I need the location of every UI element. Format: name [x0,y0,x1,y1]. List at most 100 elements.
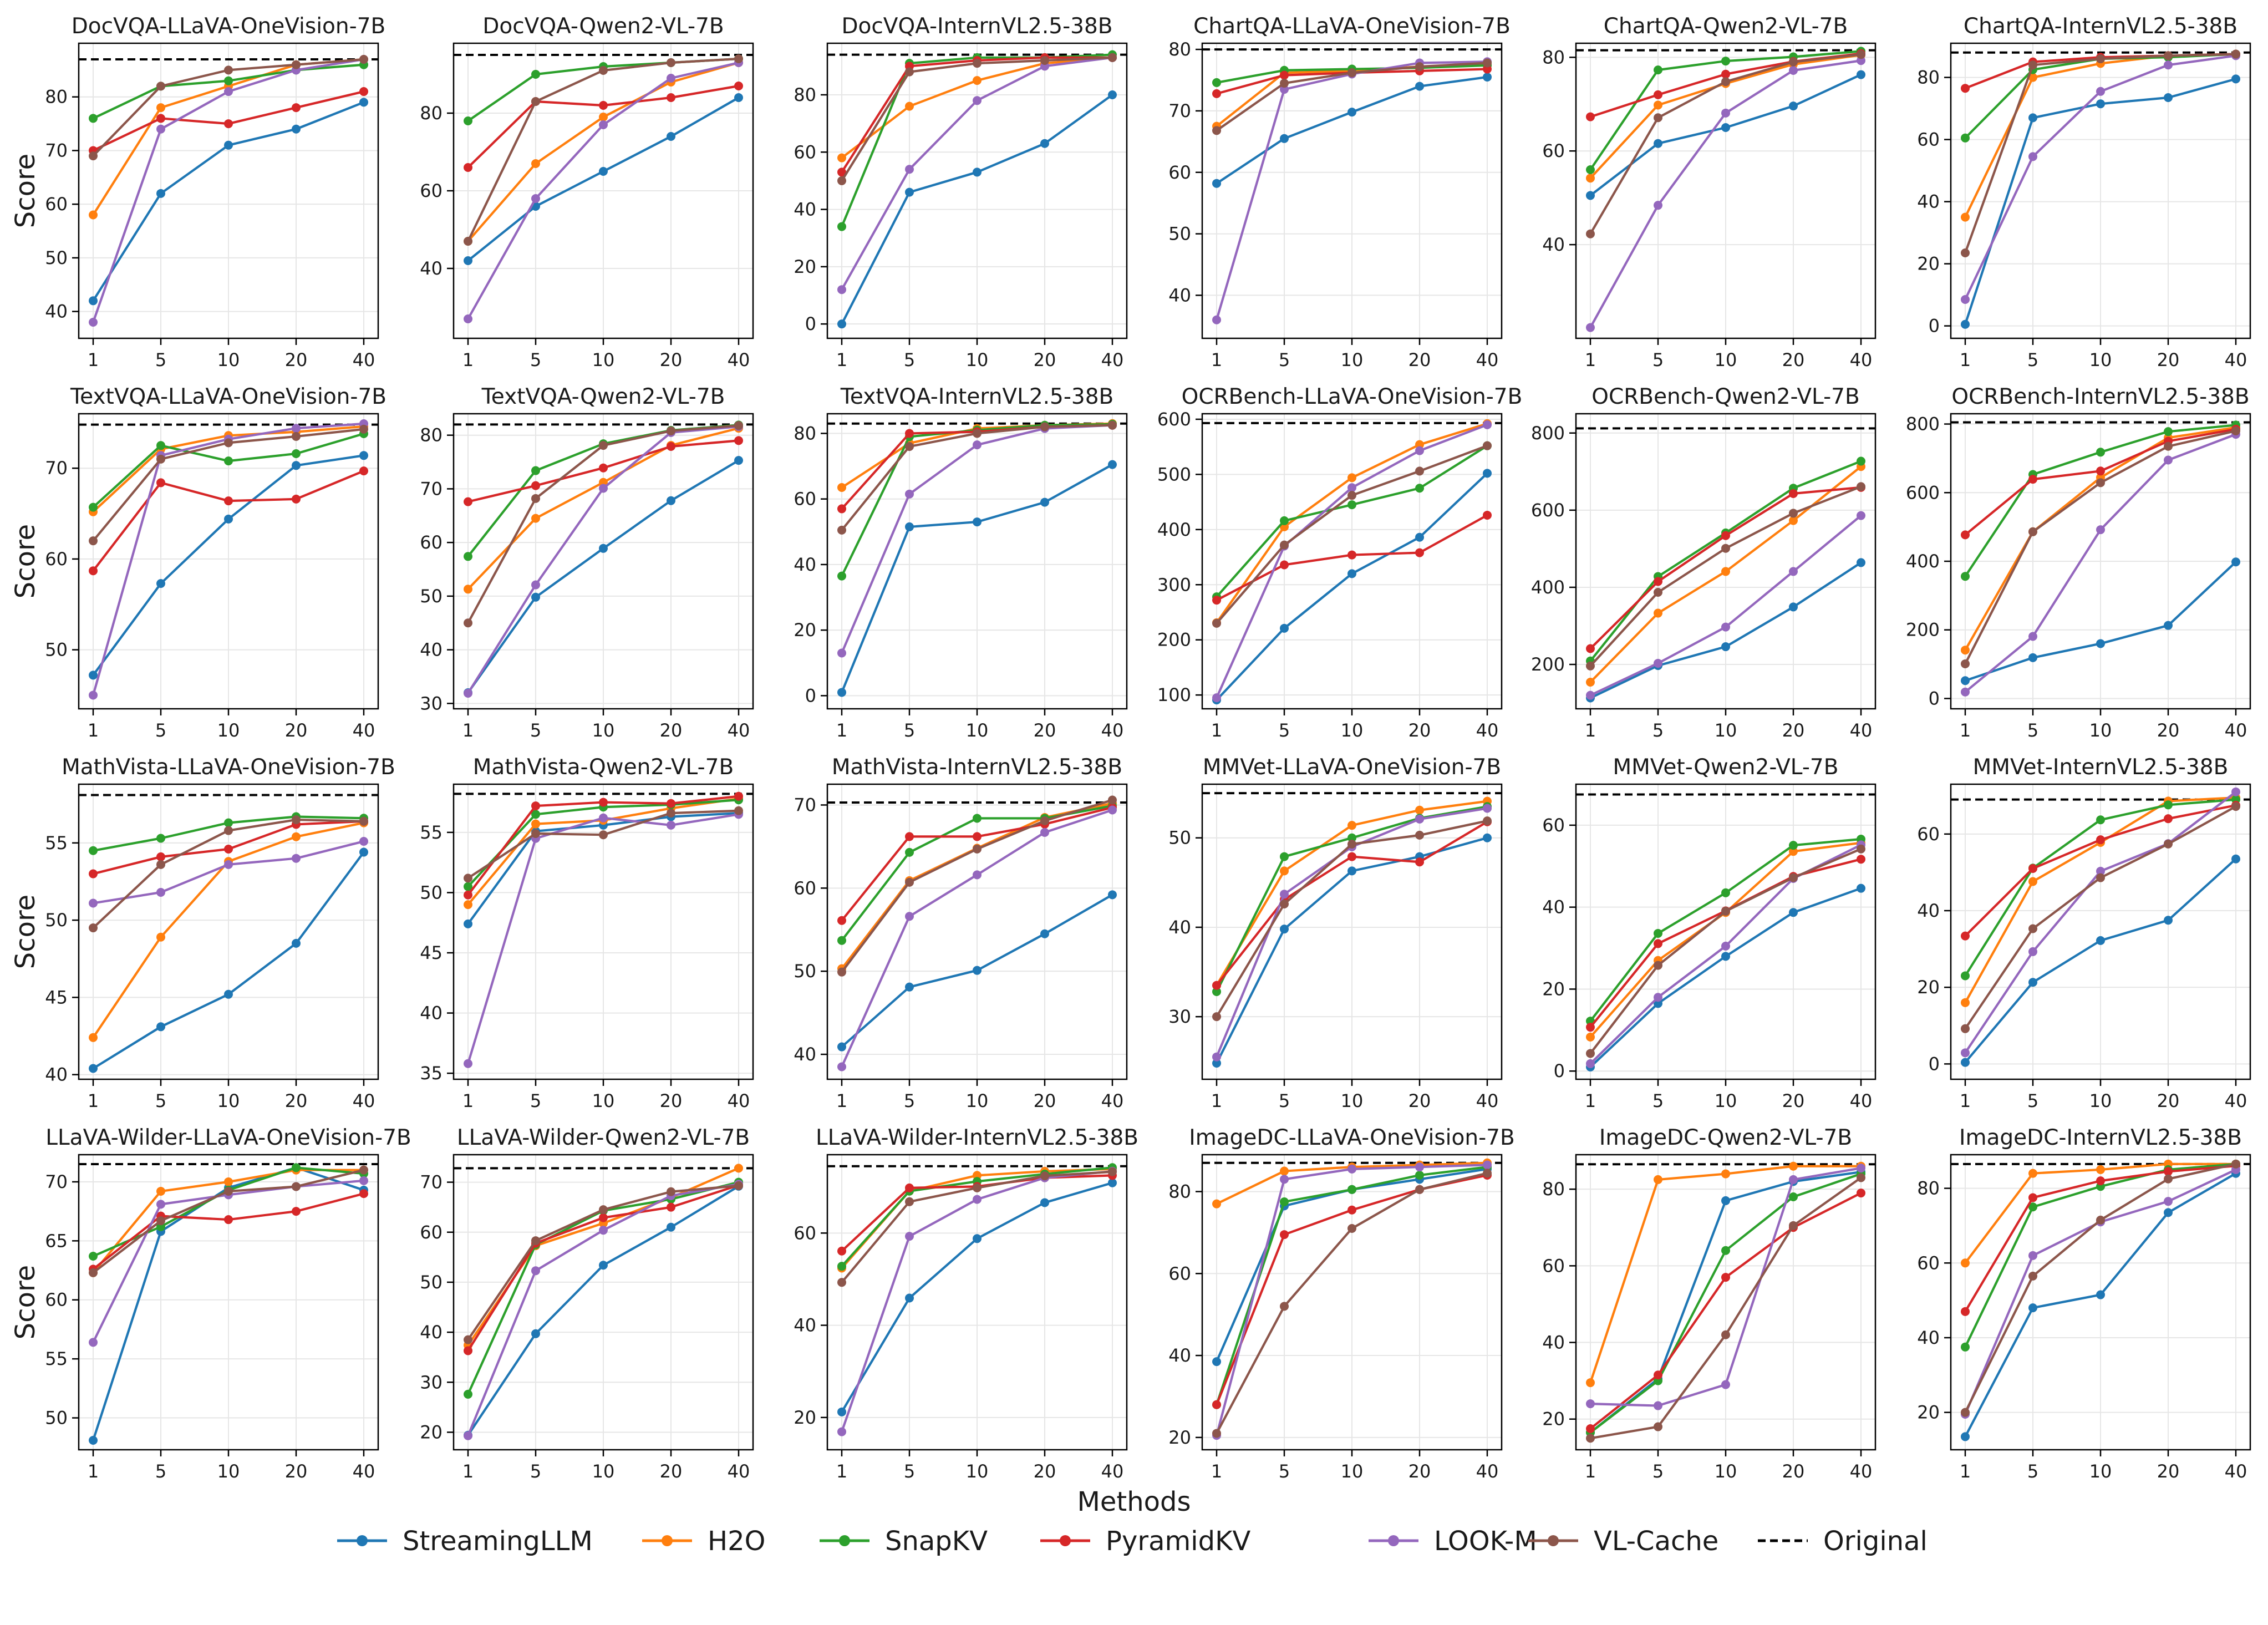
data-point [1280,560,1289,570]
subplot-title: LLaVA-Wilder-InternVL2.5-38B [816,1125,1138,1150]
data-point [1961,295,1970,304]
data-point [1040,139,1049,148]
data-point [156,454,165,464]
data-point [599,120,608,129]
x-tick-label: 20 [2157,1461,2180,1482]
y-tick-label: 80 [1542,47,1565,68]
y-tick-label: 40 [420,1322,443,1343]
data-point [1721,1330,1730,1339]
data-point [464,882,472,891]
subplot: 1 5 10 20 40 40 50 60 70 MathVista-InternVL2.5-38… [794,755,1128,1111]
data-point [667,442,675,451]
data-point [1212,126,1221,135]
data-point [359,1176,368,1185]
legend-label: LOOK-M [1434,1526,1537,1557]
data-point [224,818,233,827]
series-vl-cache [1961,49,2240,257]
data-point [464,163,472,172]
data-point [905,1232,914,1241]
data-point [837,936,846,945]
x-tick-label: 20 [1782,349,1805,370]
y-tick-label: 300 [1157,574,1191,595]
data-point [1212,315,1221,324]
data-point [1212,618,1221,628]
data-point [531,1329,540,1338]
y-tick-label: 40 [420,639,443,661]
data-point [734,421,743,430]
legend-items: StreamingLLM H2O SnapKV PyramidKV LOOK-M VL-C… [337,1526,1928,1557]
data-point [2028,73,2037,82]
series-vl-cache [837,795,1117,977]
grid [827,43,1127,338]
data-point [1961,530,1970,540]
data-point [1654,928,1662,938]
data-point [2028,60,2037,70]
data-point [1789,1161,1798,1171]
data-point [2164,621,2173,630]
grid [1576,414,1875,709]
y-tick-label: 40 [794,199,816,220]
data-point [1347,108,1356,117]
data-point [1347,1164,1356,1174]
data-point [2164,51,2173,60]
y-tick-label: 70 [45,458,68,479]
data-point [1721,1273,1730,1282]
data-point [156,114,165,123]
data-point [2096,1165,2105,1174]
subplot-title: MMVet-LLaVA-OneVision-7B [1203,755,1501,780]
data-point [905,101,914,111]
data-point [156,887,165,897]
subplot-title: TextVQA-InternVL2.5-38B [840,384,1114,409]
legend-marker [1388,1535,1399,1546]
data-point [1961,248,1970,257]
data-point [2164,441,2173,451]
data-point [292,124,301,134]
subplot-title: OCRBench-LLaVA-OneVision-7B [1182,384,1523,409]
x-tick-label: 10 [1341,349,1364,370]
data-point [905,67,914,77]
data-point [1415,62,1424,72]
x-tick-label: 10 [2089,1461,2112,1482]
data-point [1040,929,1049,938]
data-point [734,82,743,90]
data-point [1212,981,1221,990]
y-tick-label: 40 [420,258,443,279]
data-point [1721,1196,1730,1205]
data-point [2164,916,2173,925]
y-axis-label: Score [10,524,41,598]
data-point [1108,805,1117,815]
data-point [1347,1224,1356,1233]
x-tick-label: 40 [1101,1461,1124,1482]
x-tick-label: 10 [1715,720,1737,741]
data-point [2028,978,2037,987]
data-point [1347,483,1356,492]
y-tick-label: 30 [420,693,443,714]
data-point [1483,64,1492,74]
x-tick-label: 5 [155,1090,166,1111]
data-point [2096,99,2105,109]
data-point [2231,854,2240,864]
data-point [1212,1058,1221,1068]
data-point [224,1215,233,1225]
series-snapkv [89,429,368,512]
data-point [1789,101,1798,111]
data-point [2096,639,2105,648]
data-point [1347,550,1356,560]
data-point [464,552,472,561]
data-point [837,688,846,697]
data-point [837,483,846,492]
series-look-m [837,53,1117,294]
series-vl-cache [1961,1159,2240,1417]
y-tick-label: 50 [1168,827,1191,849]
y-tick-label: 20 [1542,978,1565,999]
y-tick-label: 45 [45,987,68,1008]
y-tick-label: 60 [1917,129,1940,150]
data-point [156,478,165,488]
y-tick-label: 500 [1157,464,1191,485]
grid [1951,784,2250,1079]
data-point [1280,1175,1289,1184]
data-point [1789,841,1798,850]
x-tick-label: 40 [1850,349,1873,370]
data-point [359,424,368,434]
y-tick-label: 55 [45,832,68,854]
